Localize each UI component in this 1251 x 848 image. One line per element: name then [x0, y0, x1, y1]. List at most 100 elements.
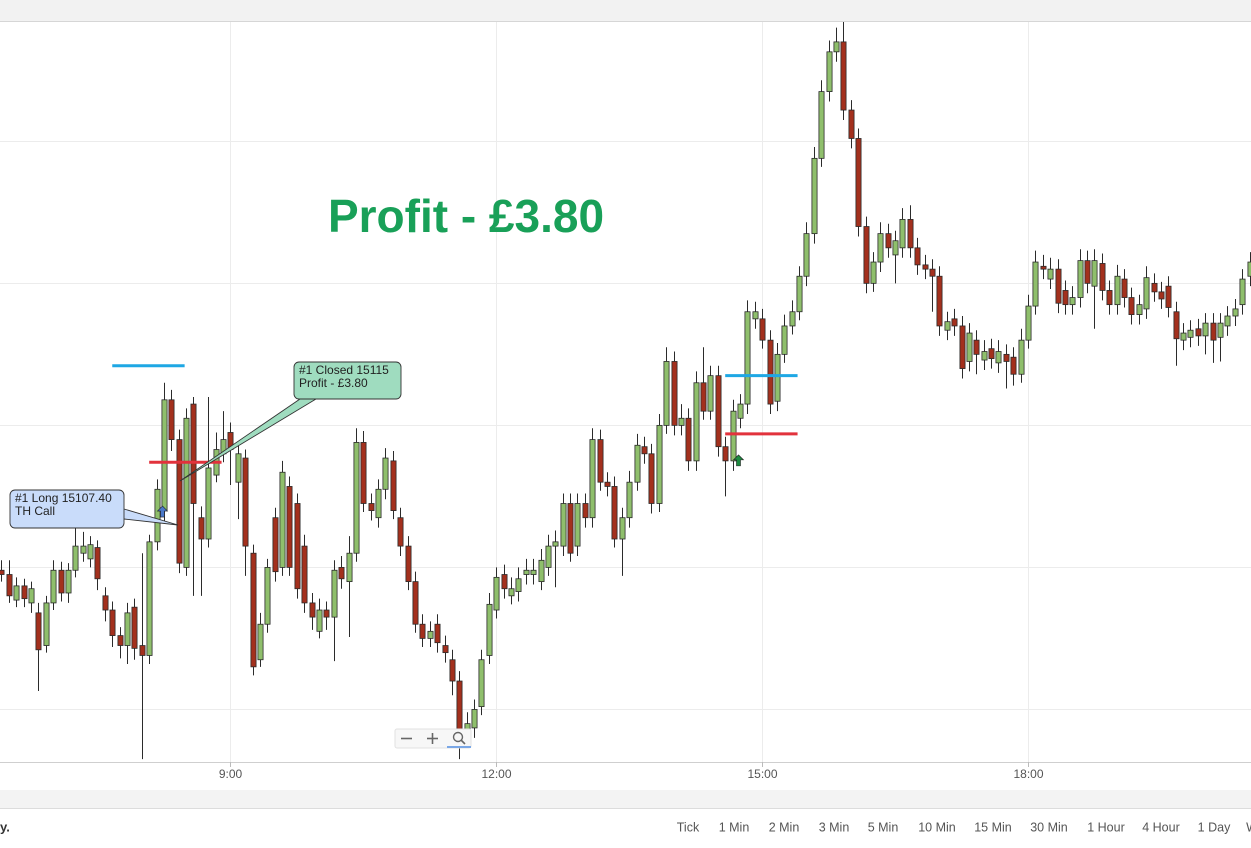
candle-body: [154, 488, 161, 543]
candle-body: [58, 569, 65, 594]
candle-body: [102, 595, 109, 611]
candle-body: [611, 486, 618, 540]
candle-body: [759, 318, 766, 341]
candle-body: [117, 635, 124, 646]
callout-text: #1 Long 15107.40: [15, 491, 112, 505]
candle-body: [168, 399, 175, 440]
candle-body: [582, 503, 589, 519]
candle-body: [412, 581, 419, 625]
candle-body: [501, 574, 508, 590]
candle-body: [1173, 311, 1180, 340]
candle-body: [346, 552, 353, 583]
candle-body: [1018, 339, 1025, 375]
candle-body: [13, 585, 20, 601]
candle-body: [1128, 297, 1135, 315]
candle-body: [1210, 322, 1217, 341]
timeframe-button[interactable]: 2 Min: [769, 820, 800, 834]
timeframe-button[interactable]: 3 Min: [819, 820, 850, 834]
candle-body: [434, 623, 441, 644]
candle-body: [176, 439, 183, 564]
candle-body: [294, 503, 301, 590]
zoom-reset-button[interactable]: [447, 731, 471, 748]
candle-body: [560, 503, 567, 547]
candle-body: [1084, 260, 1091, 284]
candle-body: [94, 547, 101, 580]
candle-body: [589, 439, 596, 519]
candle-body: [634, 444, 641, 483]
profit-annotation: Profit - £3.80: [328, 190, 604, 242]
timeframe-button[interactable]: 30 Min: [1030, 820, 1068, 834]
candle-body: [538, 559, 545, 583]
candle-body: [124, 612, 131, 646]
candle-body: [929, 268, 936, 277]
timeframe-button[interactable]: Tick: [677, 820, 700, 834]
candle-body: [35, 612, 42, 651]
candle-body: [737, 403, 744, 419]
timeframe-button[interactable]: 4 Hour: [1142, 820, 1180, 834]
candle-body: [257, 623, 264, 661]
separator-band: [0, 790, 1251, 808]
candle-body: [789, 311, 796, 327]
candle-body: [796, 275, 803, 313]
candle-body: [87, 544, 94, 560]
candle-body: [700, 382, 707, 412]
candle-body: [486, 603, 493, 656]
timeframe-button[interactable]: 1 Day: [1198, 820, 1231, 834]
candle-body: [382, 457, 389, 490]
timeframe-button[interactable]: 1 Hour: [1087, 820, 1125, 834]
candle-body: [715, 375, 722, 448]
candle-body: [493, 576, 500, 611]
timeframe-button[interactable]: 10 Min: [918, 820, 956, 834]
candle-body: [981, 351, 988, 361]
candle-body: [427, 630, 434, 639]
candle-body: [190, 403, 197, 504]
candle-body: [161, 399, 168, 511]
candle-body: [877, 233, 884, 263]
candle-body: [353, 442, 360, 554]
candle-body: [6, 574, 13, 597]
candle-body: [1047, 268, 1054, 280]
candle-body: [693, 382, 700, 462]
candle-body: [1158, 291, 1165, 300]
candle-body: [604, 481, 611, 487]
candle-body: [316, 609, 323, 632]
candle-body: [678, 417, 685, 426]
candle-body: [205, 467, 212, 540]
candle-body: [707, 375, 714, 412]
candle-body: [279, 471, 286, 568]
candle-body: [1187, 329, 1194, 338]
candle-body: [338, 567, 345, 580]
candle-body: [848, 109, 855, 139]
candle-body: [545, 545, 552, 568]
candle-body: [1077, 260, 1084, 298]
candle-body: [567, 503, 574, 554]
callout-box: [9, 489, 125, 529]
timeframe-button[interactable]: 5 Min: [868, 820, 899, 834]
candle-body: [523, 569, 530, 575]
callout-tail: [123, 508, 179, 526]
candle-body: [1202, 322, 1209, 337]
candle-body: [1143, 277, 1150, 310]
candle-body: [1114, 275, 1121, 306]
candle-body: [744, 311, 751, 405]
candle-body: [626, 481, 633, 519]
candle-body: [198, 517, 205, 540]
candle-body: [272, 517, 279, 573]
candle-body: [855, 138, 862, 227]
candle-body: [722, 446, 729, 462]
candle-body: [375, 488, 382, 519]
timeframe-button[interactable]: 15 Min: [974, 820, 1012, 834]
candle-body: [309, 602, 316, 618]
zoom-in-button[interactable]: [427, 733, 438, 744]
candle-body: [449, 659, 456, 682]
timeframe-button[interactable]: W: [1246, 820, 1251, 834]
candle-body: [21, 585, 28, 600]
candle-body: [1040, 265, 1047, 270]
candle-body: [988, 348, 995, 360]
callout-text: #1 Closed 15115: [299, 363, 389, 377]
timeframe-button[interactable]: 1 Min: [719, 820, 750, 834]
candle-body: [1091, 260, 1098, 287]
candle-body: [264, 567, 271, 625]
